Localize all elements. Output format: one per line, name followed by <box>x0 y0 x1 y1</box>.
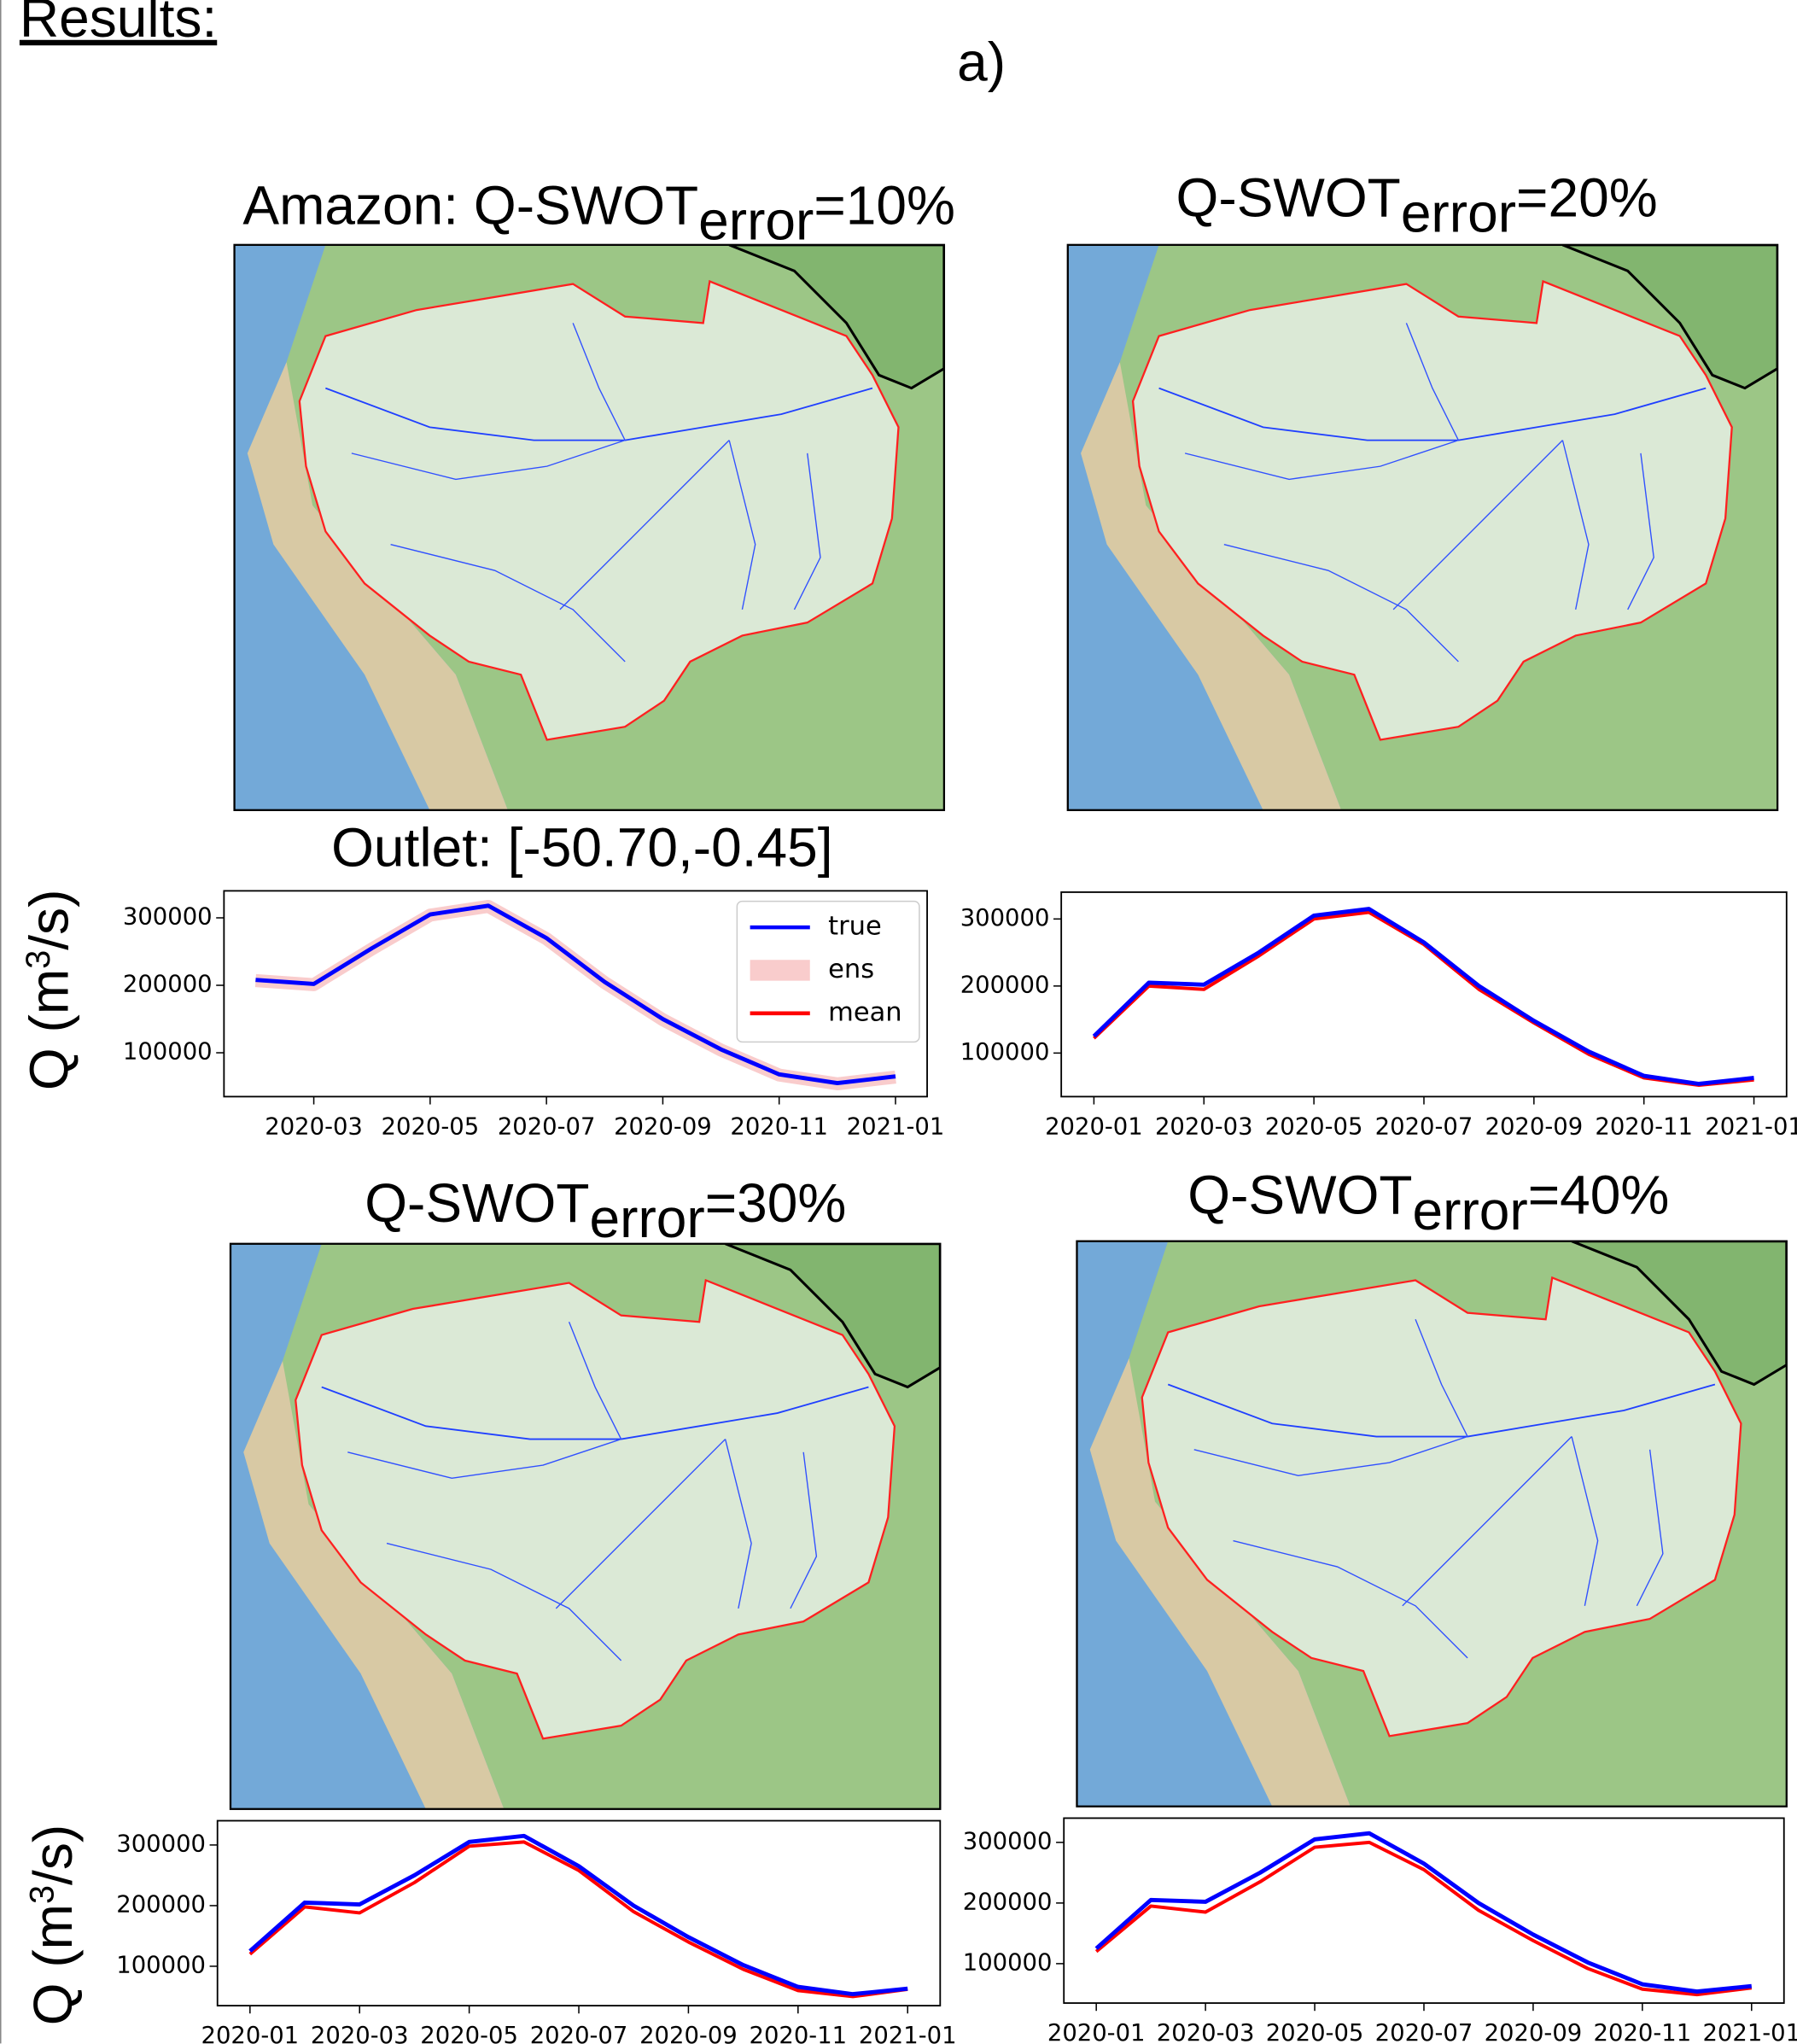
x-tick-label: 2020-05 <box>382 1114 480 1141</box>
title: Q-SWOTerror=40% <box>1187 1165 1669 1241</box>
x-tick-label: 2020-09 <box>1485 2020 1583 2044</box>
x-tick-label: 2020-01 <box>1047 2020 1146 2044</box>
axes <box>216 1819 942 2007</box>
series-line <box>248 1840 908 1999</box>
title-part: 3 <box>24 1885 61 1904</box>
x-tick-label: 2020-07 <box>530 2023 628 2044</box>
map <box>1067 244 1778 810</box>
x-tick-label: 2020-07 <box>498 1114 596 1141</box>
y-tick-label: 300000 <box>963 1828 1053 1854</box>
legend-box <box>736 900 920 1043</box>
x-tick-label: 2020-01 <box>201 2023 300 2044</box>
legend-label: ens <box>828 955 874 984</box>
x-tick-label: 2020-05 <box>420 2023 518 2044</box>
y-tick-label: 100000 <box>123 1039 213 1066</box>
title-part: error <box>1413 1180 1528 1241</box>
x-tick-label: 2021-01 <box>1702 2020 1797 2044</box>
series-line <box>255 903 896 1086</box>
x-tick-label: 2020-11 <box>1594 2020 1692 2044</box>
title-part: =20% <box>1516 166 1658 228</box>
title: Q-SWOTerror=30% <box>365 1172 846 1249</box>
subtitle: Outlet: [-50.70,-0.45] <box>331 816 832 878</box>
title: Q (m3/s) <box>22 1825 84 2026</box>
map-frame <box>229 1242 942 1810</box>
x-tick-label: 2020-03 <box>1157 2020 1255 2044</box>
legend-label: true <box>828 912 882 942</box>
x-tick-label: 2020-09 <box>639 2023 738 2044</box>
x-tick-label: 2020-07 <box>1375 2020 1473 2044</box>
title: Q-SWOTerror=20% <box>1176 166 1658 243</box>
series-line <box>1092 907 1754 1086</box>
y-tick-label: 200000 <box>963 1889 1053 1915</box>
map <box>1076 1241 1787 1807</box>
y-tick-label: 300000 <box>960 905 1050 931</box>
y-tick-label: 300000 <box>123 904 213 931</box>
title-part: =40% <box>1528 1165 1670 1226</box>
map <box>230 1243 941 1809</box>
x-tick-label: 2021-01 <box>859 2023 957 2044</box>
y-tick-label: 200000 <box>960 972 1050 998</box>
title-part: /s) <box>18 890 79 950</box>
title-part: error <box>698 190 814 252</box>
series-line <box>248 1833 908 1997</box>
header-title: Results: <box>20 0 217 49</box>
axes <box>1063 1817 1785 2004</box>
x-tick-label: 2020-05 <box>1266 2020 1364 2044</box>
y-tick-label: 200000 <box>123 972 213 998</box>
title-part: Q-SWOT <box>1187 1165 1412 1226</box>
legend-swatch <box>750 960 810 981</box>
title-part: Amazon: Q-SWOT <box>242 174 698 236</box>
map <box>234 244 944 810</box>
x-tick-label: 2020-03 <box>311 2023 409 2044</box>
title: Q (m3/s) <box>18 890 79 1090</box>
x-tick-label: 2020-07 <box>1375 1114 1473 1141</box>
title: Amazon: Q-SWOTerror=10% <box>242 174 955 251</box>
x-tick-label: 2020-09 <box>614 1114 712 1141</box>
series-line <box>1094 1831 1753 1994</box>
title-part: error <box>590 1188 705 1249</box>
title-part: Q-SWOT <box>365 1172 589 1234</box>
x-tick-label: 2020-11 <box>1595 1114 1693 1141</box>
y-tick-label: 100000 <box>960 1039 1050 1066</box>
x-tick-label: 2020-11 <box>749 2023 847 2044</box>
title-part: error <box>1401 183 1516 244</box>
x-tick-label: 2021-01 <box>847 1114 945 1141</box>
map-frame <box>1076 1240 1788 1807</box>
y-tick-label: 300000 <box>116 1831 206 1857</box>
x-tick-label: 2020-09 <box>1485 1114 1584 1141</box>
title-part: 3 <box>20 950 57 969</box>
x-tick-label: 2020-01 <box>1045 1114 1143 1141</box>
panel-label: a) <box>957 32 1006 93</box>
series-line <box>1094 1840 1753 1997</box>
map-frame <box>1066 243 1779 811</box>
title-part: Q (m <box>22 1904 84 2025</box>
title-part: Q-SWOT <box>1176 166 1401 228</box>
axes <box>1060 891 1788 1098</box>
title-part: Q (m <box>18 969 79 1090</box>
title-part: =30% <box>705 1172 847 1234</box>
y-tick-label: 100000 <box>116 1952 206 1978</box>
title-part: =10% <box>814 174 955 236</box>
map-frame <box>233 243 946 811</box>
x-tick-label: 2021-01 <box>1705 1114 1797 1141</box>
legend-label: mean <box>828 997 901 1027</box>
x-tick-label: 2020-05 <box>1265 1114 1363 1141</box>
y-tick-label: 200000 <box>116 1891 206 1918</box>
y-tick-label: 100000 <box>963 1949 1053 1976</box>
x-tick-label: 2020-11 <box>730 1114 828 1141</box>
title-part: /s) <box>22 1825 84 1885</box>
x-tick-label: 2020-03 <box>1155 1114 1253 1141</box>
x-tick-label: 2020-03 <box>265 1114 363 1141</box>
